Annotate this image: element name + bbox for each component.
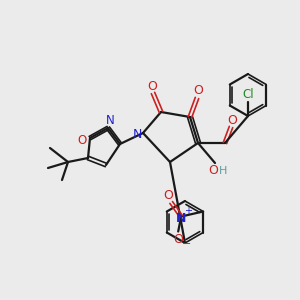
Text: Cl: Cl	[242, 88, 254, 101]
Text: O: O	[173, 233, 183, 246]
Text: N: N	[106, 113, 114, 127]
Text: O: O	[227, 113, 237, 127]
Text: −: −	[182, 239, 191, 250]
Text: O: O	[163, 189, 173, 202]
Text: O: O	[147, 80, 157, 92]
Text: O: O	[208, 164, 218, 178]
Text: H: H	[219, 166, 227, 176]
Text: +: +	[184, 206, 192, 217]
Text: O: O	[77, 134, 87, 148]
Text: O: O	[193, 85, 203, 98]
Text: N: N	[132, 128, 142, 140]
Text: N: N	[176, 212, 186, 225]
